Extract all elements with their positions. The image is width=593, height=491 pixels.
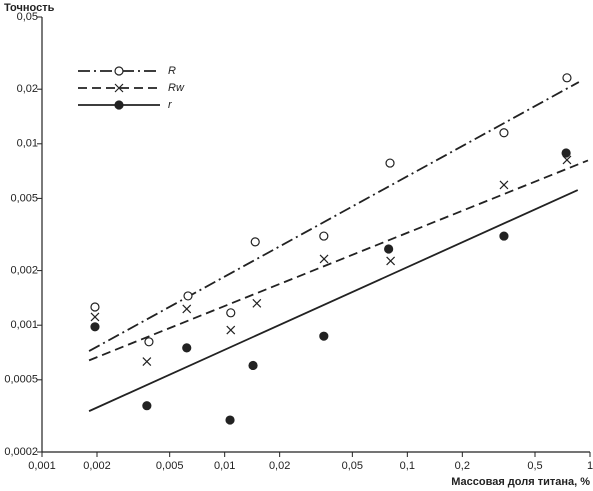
marker — [226, 325, 236, 335]
fit-line — [88, 81, 580, 352]
marker — [248, 360, 258, 371]
marker — [385, 158, 395, 168]
legend-marker — [114, 100, 124, 110]
marker — [183, 291, 193, 301]
marker — [144, 337, 154, 347]
y-axis-label: Точность — [4, 2, 55, 14]
x-tick-label: 0,002 — [83, 460, 111, 472]
y-tick-label: 0,02 — [17, 83, 38, 95]
marker — [90, 302, 100, 312]
y-tick-label: 0,0002 — [4, 446, 38, 458]
x-tick-label: 0,05 — [342, 460, 363, 472]
marker — [90, 322, 100, 332]
legend-marker — [114, 66, 124, 76]
marker — [182, 304, 192, 314]
x-tick-label: 0,001 — [28, 460, 56, 472]
y-tick-label: 0,05 — [17, 11, 38, 23]
x-tick-label: 0,02 — [269, 460, 290, 472]
legend-label: Rw — [168, 82, 185, 94]
y-tick-label: 0,005 — [10, 192, 38, 204]
marker — [142, 357, 152, 367]
marker — [252, 298, 262, 308]
x-tick-label: 0,01 — [214, 460, 235, 472]
marker — [182, 343, 192, 353]
legend-marker — [114, 83, 124, 93]
marker — [142, 401, 152, 411]
y-tick-label: 0,01 — [17, 138, 38, 150]
x-tick-label: 0,2 — [455, 460, 470, 472]
marker — [226, 308, 236, 318]
legend-label: R — [168, 65, 176, 77]
x-axis-label: Массовая доля титана, % — [451, 476, 590, 488]
x-tick-label: 0,005 — [156, 460, 184, 472]
marker — [90, 312, 100, 322]
marker — [319, 331, 329, 341]
y-tick-label: 0,002 — [10, 265, 38, 277]
y-tick-label: 0,0005 — [4, 374, 38, 386]
marker — [225, 415, 235, 425]
marker — [386, 256, 396, 266]
marker — [561, 148, 571, 158]
marker — [319, 231, 329, 241]
x-tick-label: 0,5 — [527, 460, 542, 472]
marker — [499, 231, 509, 241]
x-tick-label: 0,1 — [400, 460, 415, 472]
marker — [562, 73, 572, 83]
marker — [319, 254, 329, 264]
marker — [384, 244, 394, 254]
fit-line — [88, 159, 589, 362]
x-tick-label: 1 — [587, 460, 593, 472]
y-tick-label: 0,001 — [10, 319, 38, 331]
marker — [499, 180, 509, 190]
marker — [499, 128, 509, 138]
marker — [250, 237, 260, 247]
fit-line — [88, 189, 579, 412]
marker — [562, 155, 572, 165]
legend-label: r — [168, 99, 173, 111]
